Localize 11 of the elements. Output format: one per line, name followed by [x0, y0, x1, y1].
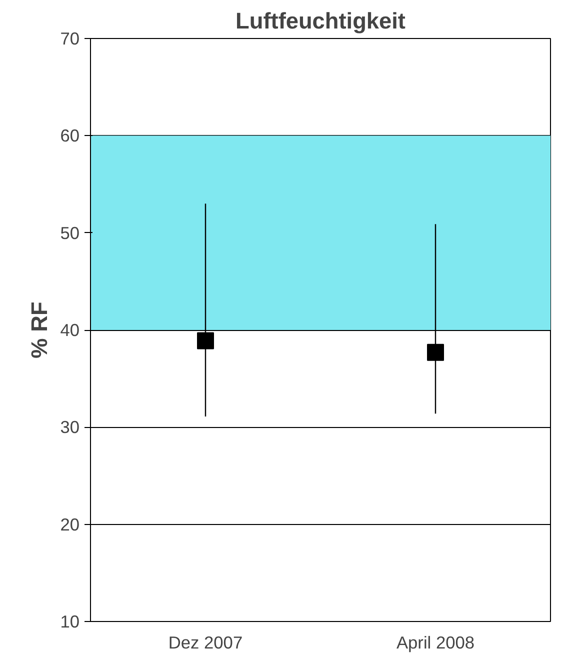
x-tick-label: April 2008 [396, 632, 475, 652]
y-tick-label: 30 [60, 417, 80, 438]
y-tick-label: 40 [60, 320, 80, 340]
y-tick-label: 50 [60, 222, 80, 243]
y-tick-label: 20 [60, 514, 80, 534]
y-tick-label: 60 [60, 126, 80, 146]
x-tick-label: Dez 2007 [168, 632, 243, 652]
y-tick-label: 70 [60, 28, 80, 48]
chart-title: Luftfeuchtigkeit [236, 8, 406, 34]
y-tick-label: 10 [60, 612, 80, 632]
y-axis-title: % RF [26, 302, 52, 358]
